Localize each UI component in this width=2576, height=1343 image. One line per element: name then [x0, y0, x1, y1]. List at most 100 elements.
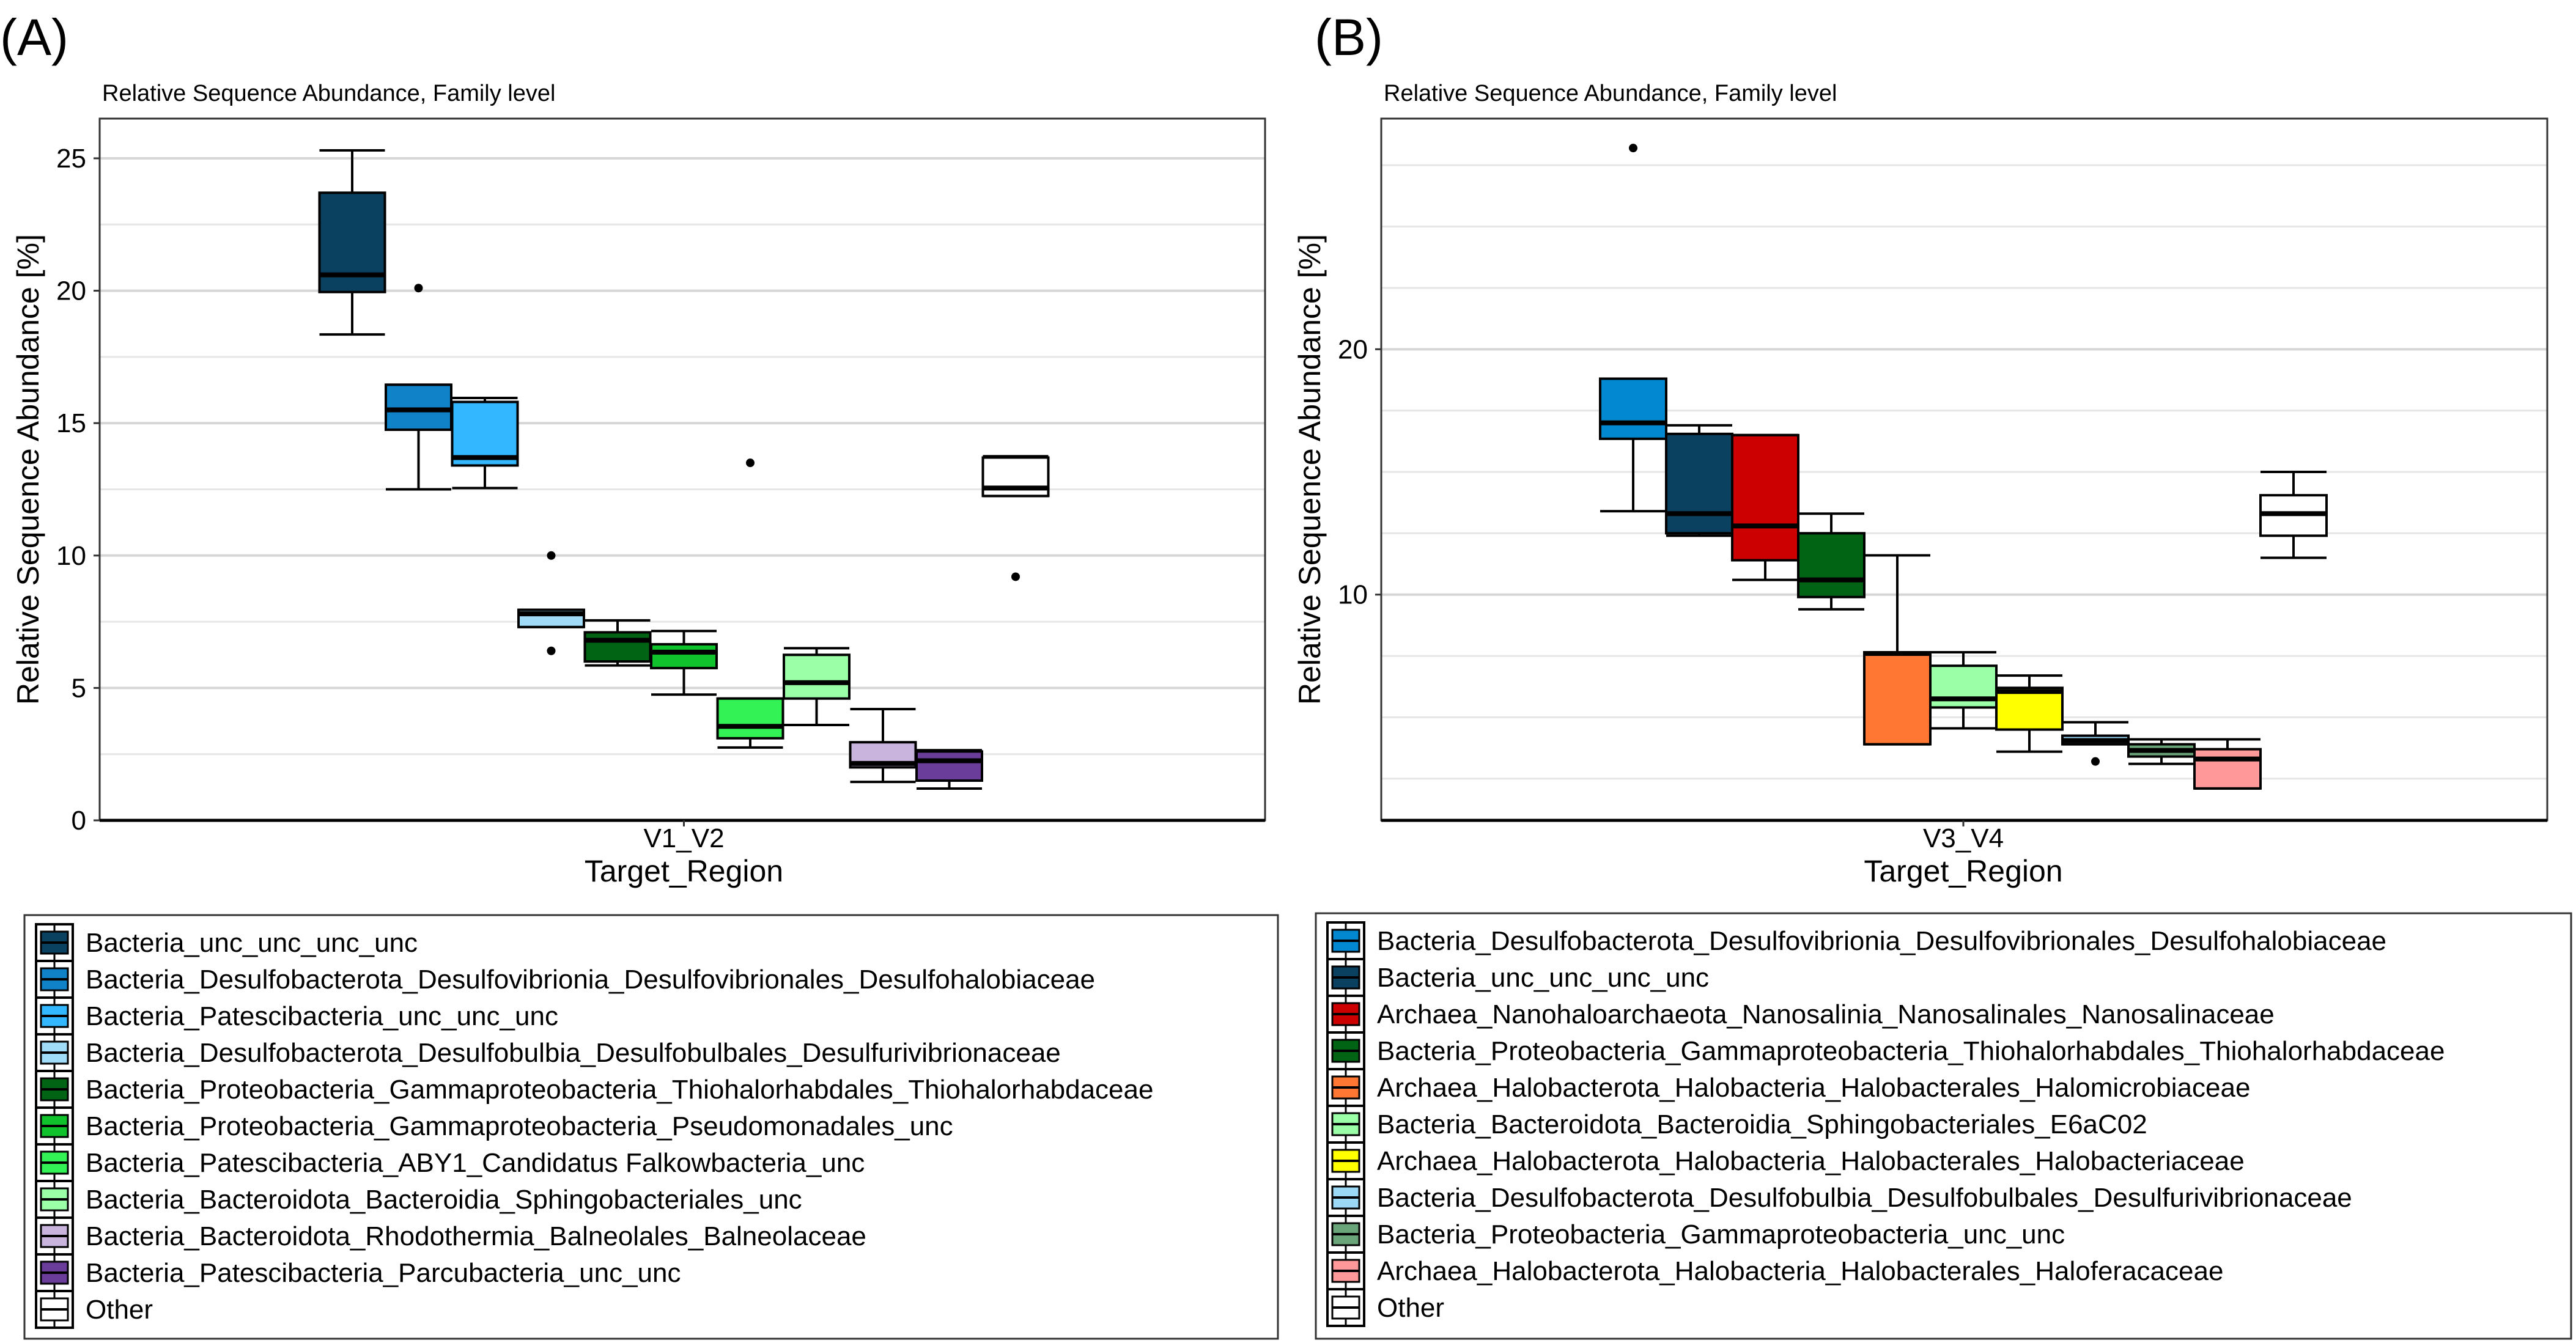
outlier-point	[547, 646, 556, 655]
legend-item: Bacteria_Bacteroidota_Rhodothermia_Balne…	[35, 1216, 866, 1256]
x-axis-title: Target_Region	[585, 854, 783, 888]
legend-label: Bacteria_Patescibacteria_unc_unc_unc	[86, 1001, 558, 1031]
box-5	[650, 630, 718, 696]
box-2	[451, 397, 519, 490]
legend-item: Archaea_Nanohaloarchaeota_Nanosalinia_Na…	[1326, 995, 2275, 1034]
legend-label: Bacteria_unc_unc_unc_unc	[86, 928, 418, 958]
outlier-point	[547, 551, 556, 560]
box-iqr	[583, 631, 652, 663]
legend-item: Bacteria_Patescibacteria_ABY1_Candidatus…	[35, 1143, 865, 1182]
legend-item: Bacteria_unc_unc_unc_unc	[1326, 958, 1709, 997]
box-9	[915, 749, 983, 790]
box-iqr	[650, 642, 718, 669]
legend-item: Bacteria_Bacteroidota_Bacteroidia_Sphing…	[35, 1180, 802, 1219]
legend-label: Bacteria_Desulfobacterota_Desulfovibrion…	[86, 965, 1095, 995]
box-8	[2127, 738, 2196, 765]
box-iqr	[1863, 651, 1932, 746]
legend-item: Bacteria_Desulfobacterota_Desulfobulbia_…	[1326, 1178, 2352, 1217]
legend-frame	[23, 914, 1279, 1340]
y-tick-label: 20	[56, 276, 86, 306]
legend-label: Bacteria_Patescibacteria_ABY1_Candidatus…	[86, 1148, 865, 1178]
panel-a: (A) Relative Sequence Abundance, Family l…	[0, 9, 1279, 1340]
box-iqr	[915, 750, 983, 782]
box-6	[716, 458, 784, 749]
box-3	[517, 551, 585, 655]
legend-label: Bacteria_Desulfobacterota_Desulfovibrion…	[1377, 926, 2386, 956]
legend-label: Archaea_Halobacterota_Halobacteria_Halob…	[1377, 1146, 2245, 1176]
x-axis-title: Target_Region	[1864, 854, 2062, 888]
legend-label: Bacteria_Patescibacteria_Parcubacteria_u…	[86, 1258, 681, 1288]
legend-label: Other	[1377, 1293, 1444, 1323]
box-4	[583, 619, 652, 667]
y-tick-label: 10	[56, 541, 86, 571]
box-iqr	[716, 697, 784, 740]
legend-item: Bacteria_Bacteroidota_Bacteroidia_Sphing…	[1326, 1105, 2147, 1144]
box-7	[2061, 721, 2130, 766]
box-iqr	[1731, 433, 1799, 562]
legend-item: Bacteria_Desulfobacterota_Desulfovibrion…	[35, 960, 1095, 999]
legend-label: Bacteria_Proteobacteria_Gammaproteobacte…	[1377, 1220, 2065, 1249]
legend-item: Bacteria_Proteobacteria_Gammaproteobacte…	[1326, 1215, 2065, 1254]
legend-label: Bacteria_unc_unc_unc_unc	[1377, 963, 1709, 993]
legend-item: Bacteria_Proteobacteria_Gammaproteobacte…	[35, 1070, 1153, 1109]
legend-label: Bacteria_Desulfobacterota_Desulfobulbia_…	[86, 1038, 1061, 1068]
outlier-point	[746, 458, 755, 468]
legend-item: Bacteria_Patescibacteria_Parcubacteria_u…	[35, 1253, 681, 1292]
outlier-point	[1011, 572, 1020, 581]
box-iqr	[451, 400, 519, 467]
box-iqr	[1797, 532, 1866, 598]
box-1	[1665, 424, 1733, 537]
legend-frame	[1315, 912, 2572, 1340]
box-4	[1863, 554, 1932, 746]
outlier-point	[414, 284, 423, 293]
legend-label: Bacteria_Desulfobacterota_Desulfobulbia_…	[1377, 1183, 2352, 1213]
y-tick-label: 0	[72, 806, 86, 836]
y-axis-title: Relative Sequence Abundance [%]	[11, 234, 45, 705]
box-3	[1797, 512, 1866, 611]
y-tick-label: 5	[72, 673, 86, 703]
legend-item: Other	[35, 1290, 153, 1329]
box-iqr	[1665, 432, 1733, 535]
y-tick-label: 10	[1338, 580, 1368, 610]
x-tick-label: V1_V2	[643, 823, 724, 853]
box-2	[1731, 433, 1799, 581]
legend: Bacteria_unc_unc_unc_unc Bacteria_Desulfo…	[23, 914, 1279, 1340]
legend-label: Bacteria_Bacteroidota_Bacteroidia_Sphing…	[86, 1185, 802, 1215]
box-10	[981, 455, 1050, 581]
legend-item: Bacteria_Desulfobacterota_Desulfovibrion…	[1326, 921, 2386, 960]
outlier-point	[2091, 757, 2100, 766]
box-9	[2193, 738, 2262, 790]
x-tick-label: V3_V4	[1923, 823, 2004, 853]
panel-b: (B)Relative Sequence Abundance, Family l…	[1293, 9, 2572, 1340]
legend-item: Archaea_Halobacterota_Halobacteria_Halob…	[1326, 1068, 2250, 1107]
y-tick-label: 15	[56, 408, 86, 438]
legend-label: Bacteria_Proteobacteria_Gammaproteobacte…	[1377, 1036, 2445, 1066]
legend-label: Archaea_Nanohaloarchaeota_Nanosalinia_Na…	[1377, 999, 2275, 1029]
chart-title: Relative Sequence Abundance, Family leve…	[102, 81, 555, 106]
outlier-point	[1629, 144, 1637, 153]
box-iqr	[2193, 748, 2262, 790]
box-iqr	[1995, 686, 2064, 731]
legend-label: Bacteria_Bacteroidota_Rhodothermia_Balne…	[86, 1221, 866, 1251]
legend-item: Archaea_Halobacterota_Halobacteria_Halob…	[1326, 1141, 2245, 1180]
panel-label: (A)	[0, 9, 68, 66]
box-1	[385, 284, 452, 491]
y-axis-title: Relative Sequence Abundance [%]	[1293, 234, 1327, 705]
legend-item: Bacteria_Desulfobacterota_Desulfobulbia_…	[35, 1033, 1061, 1072]
legend-item: Bacteria_Proteobacteria_Gammaproteobacte…	[35, 1106, 953, 1146]
legend-label: Archaea_Halobacterota_Halobacteria_Halob…	[1377, 1073, 2250, 1103]
box-iqr	[385, 383, 452, 432]
y-tick-label: 25	[56, 144, 86, 174]
chart-title: Relative Sequence Abundance, Family leve…	[1384, 81, 1837, 106]
legend-item: Bacteria_unc_unc_unc_unc	[35, 923, 418, 962]
box-iqr	[1599, 377, 1667, 440]
box-0	[1599, 144, 1667, 513]
legend-item: Archaea_Halobacterota_Halobacteria_Halob…	[1326, 1251, 2223, 1290]
box-7	[783, 647, 851, 727]
panel-label: (B)	[1315, 9, 1383, 66]
box-10	[2259, 471, 2328, 559]
legend-label: Other	[86, 1295, 153, 1325]
box-iqr	[783, 653, 851, 700]
y-tick-label: 20	[1338, 334, 1368, 364]
